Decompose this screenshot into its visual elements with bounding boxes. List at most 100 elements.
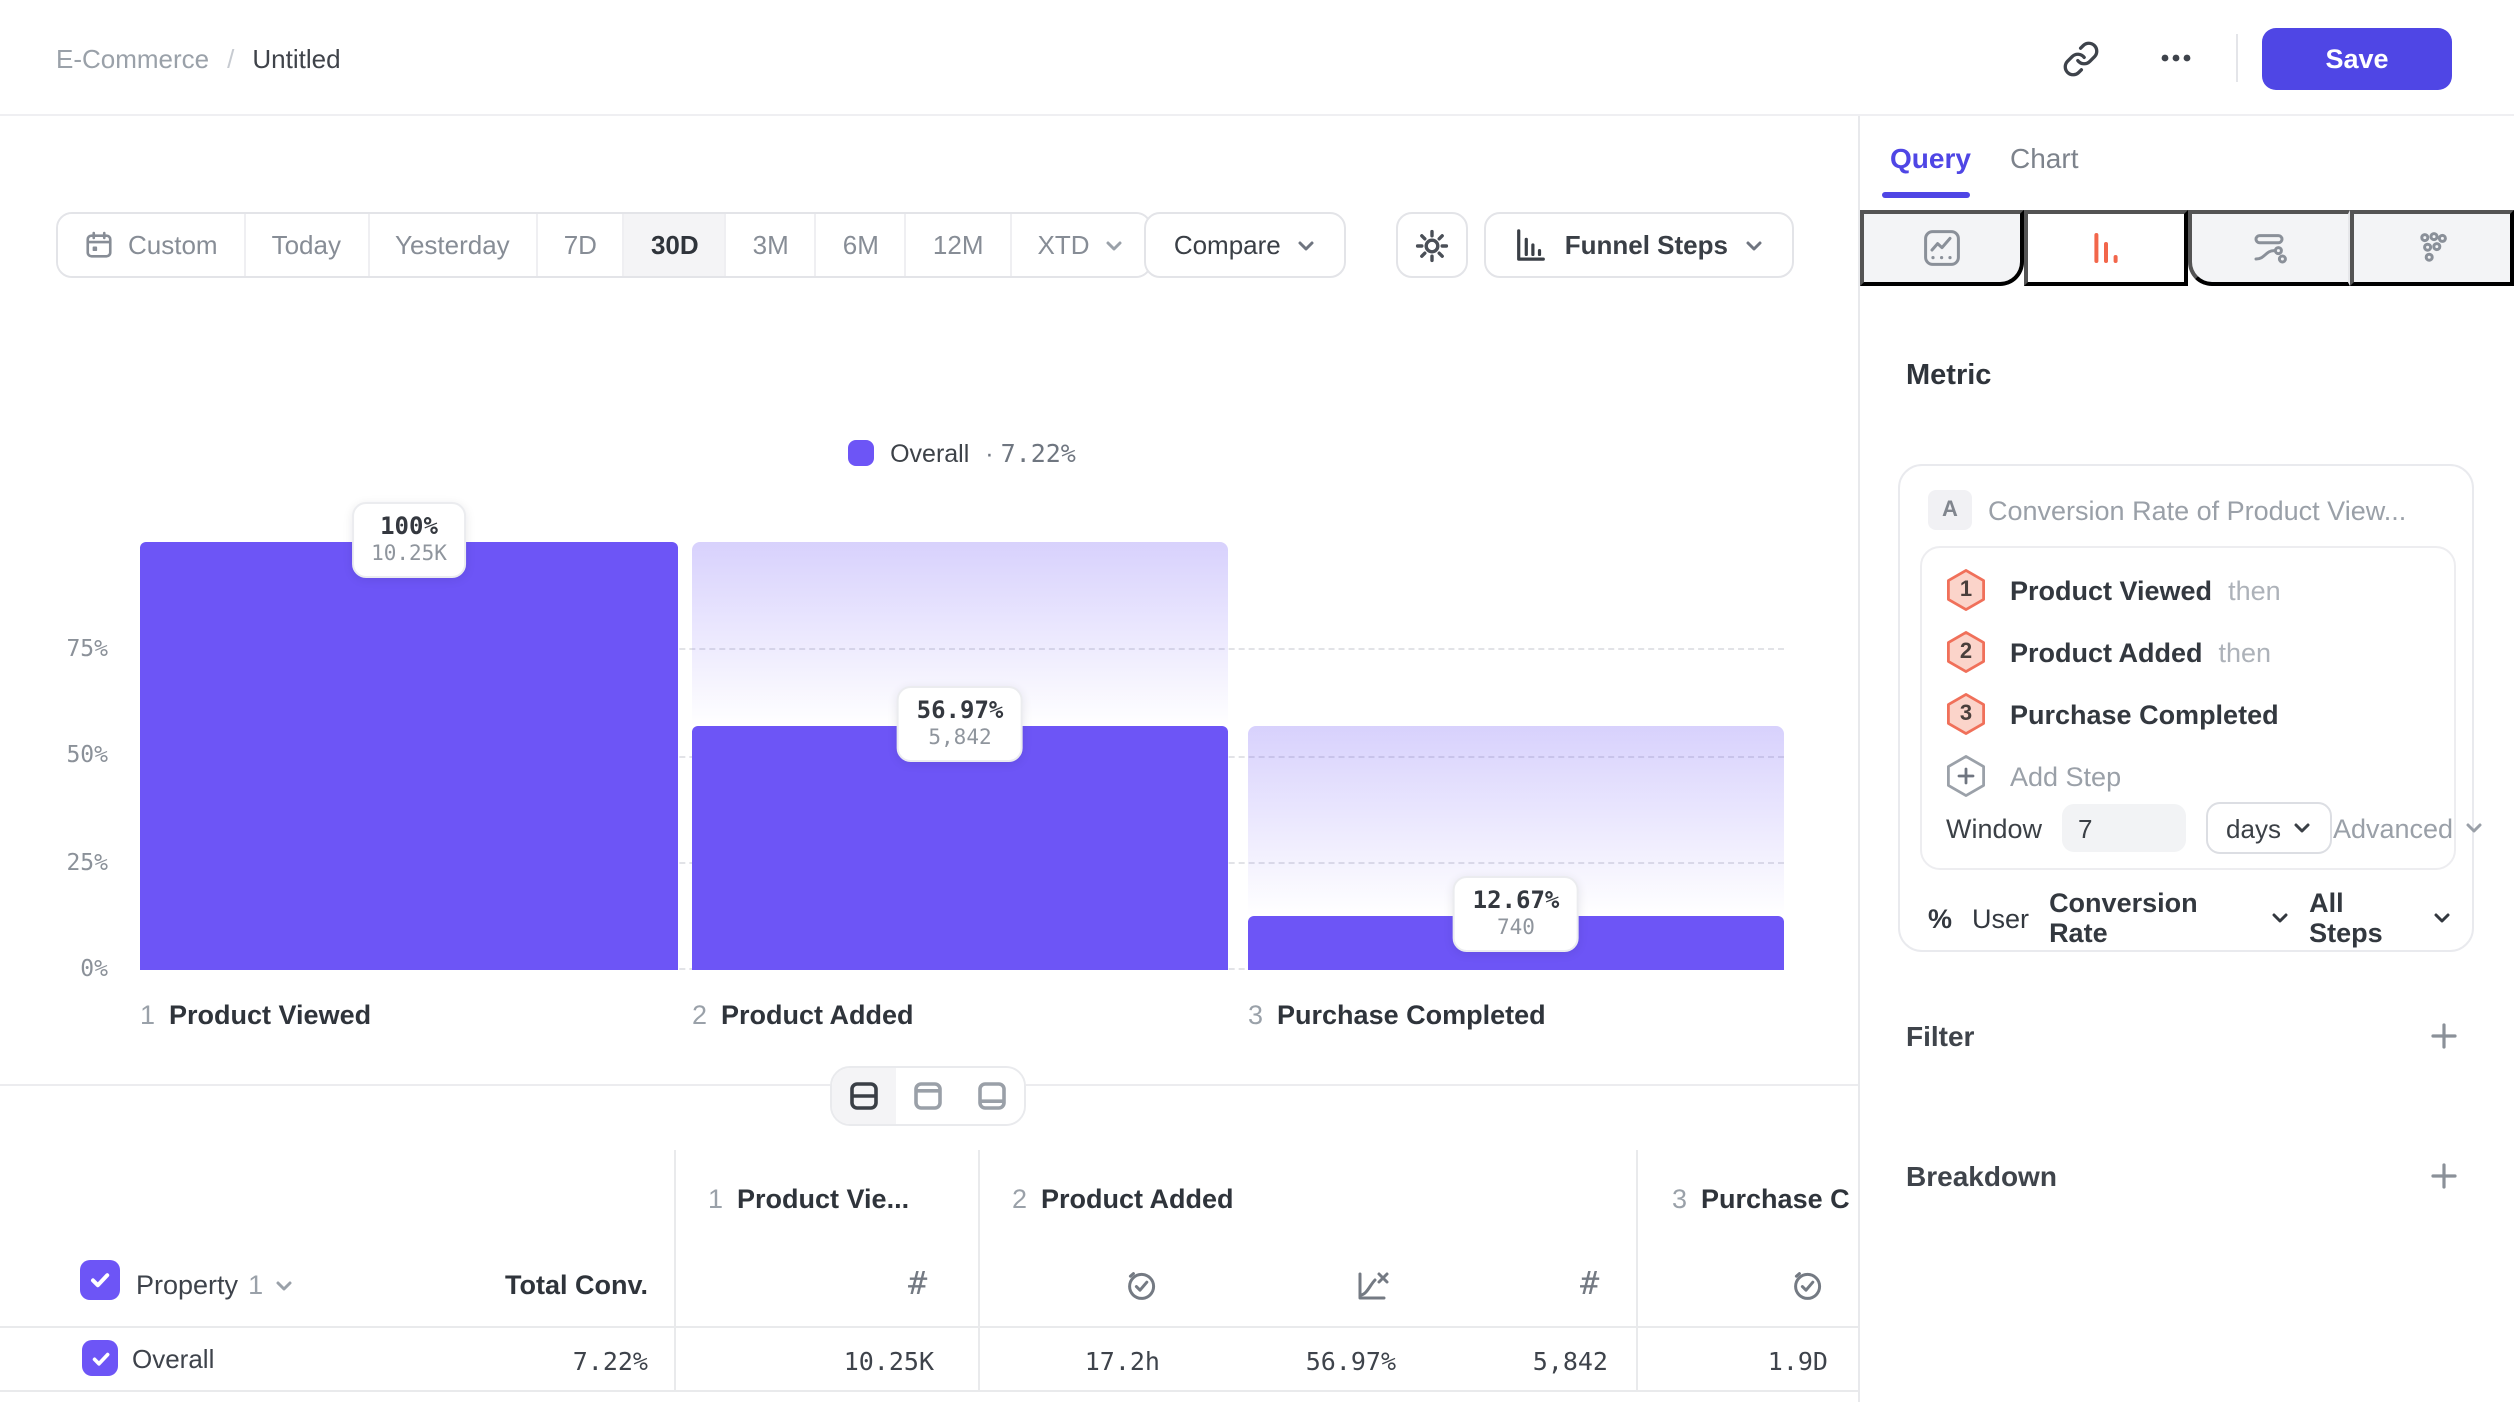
chart-toolbar: Custom Today Yesterday 7D 30D 3M 6M 12M XTD Comp… [0, 212, 1858, 278]
table-view-button[interactable] [960, 1068, 1024, 1124]
measure-metric-label: Conversion Rate [2049, 888, 2198, 948]
view-type-button[interactable]: Funnel Steps [1484, 212, 1794, 278]
range-button-30d[interactable]: 30D [624, 214, 727, 276]
measure-metric-dropdown[interactable]: Conversion Rate [2049, 888, 2289, 948]
advanced-label: Advanced [2332, 813, 2454, 843]
add-breakdown-button[interactable] [2428, 1160, 2460, 1192]
scatter-chart-tab[interactable] [2350, 210, 2514, 286]
filter-label: Filter [1906, 1020, 1975, 1052]
add-step-button[interactable]: Add Step [1946, 750, 2434, 802]
add-step-icon [1946, 754, 1986, 798]
funnel-bar-product-added[interactable] [692, 726, 1228, 970]
bar-value-label: 12.67% 740 [1452, 875, 1580, 952]
table-row-border [0, 1390, 1858, 1392]
y-tick: 0% [80, 954, 108, 982]
chart-view-button[interactable] [896, 1068, 960, 1124]
bar-value-label: 56.97% 5,842 [896, 686, 1024, 763]
chart-type-strip [1860, 210, 2514, 286]
range-button-custom[interactable]: Custom [58, 214, 246, 276]
range-button-6m[interactable]: 6M [816, 214, 907, 276]
range-button-xtd[interactable]: XTD [1011, 214, 1150, 276]
chevron-down-icon [2432, 908, 2452, 928]
table-column-divider [1636, 1150, 1638, 1390]
metric-name-row[interactable]: A Conversion Rate of Product View... [1928, 490, 2448, 530]
cell-step2-count: 5,842 [1532, 1346, 1608, 1376]
step-row-2[interactable]: 2 Product Added then [1946, 626, 2434, 678]
active-tab-indicator [1882, 192, 1970, 198]
filter-section: Filter [1906, 1020, 2460, 1052]
more-actions-button[interactable] [2144, 26, 2208, 90]
gridline [140, 648, 1784, 650]
tab-query[interactable]: Query [1890, 142, 1971, 174]
x-label-step-1: 1 Product Viewed [140, 1000, 372, 1030]
table-col-header-step-1: 1 Product Vie... [708, 1184, 910, 1214]
step-badge-icon: 1 [1946, 568, 1986, 612]
share-link-button[interactable] [2048, 26, 2112, 90]
y-axis: 75% 50% 25% 0% [0, 542, 124, 982]
compare-button[interactable]: Compare [1143, 212, 1347, 278]
scatter-chart-icon [2412, 228, 2452, 268]
step-row-3[interactable]: 3 Purchase Completed [1946, 688, 2434, 740]
time-to-convert-icon [1790, 1268, 1824, 1302]
metric-name: Conversion Rate of Product View... [1988, 495, 2407, 525]
query-panel: Query Chart [1858, 116, 2514, 1402]
top-bar: E-Commerce / Untitled Save [0, 0, 2514, 116]
property-label: Property [136, 1270, 239, 1300]
breadcrumb-parent[interactable]: E-Commerce [56, 43, 210, 73]
report-title[interactable]: Untitled [252, 43, 341, 73]
y-tick: 50% [66, 740, 108, 768]
funnel-bar-slot: 56.97% 5,842 [692, 542, 1228, 970]
metric-card: A Conversion Rate of Product View... 1 P… [1898, 464, 2481, 952]
breakdown-label: Breakdown [1906, 1160, 2057, 1192]
save-button[interactable]: Save [2262, 27, 2452, 89]
tab-chart[interactable]: Chart [2010, 142, 2079, 174]
advanced-toggle[interactable]: Advanced [2333, 813, 2483, 843]
add-filter-button[interactable] [2428, 1020, 2460, 1052]
table-col-header-step-3: 3 Purchase C [1672, 1184, 1850, 1214]
conversion-rate-icon [1354, 1268, 1392, 1304]
range-button-yesterday[interactable]: Yesterday [369, 214, 538, 276]
top-bar-actions: Save [2048, 0, 2452, 116]
measure-scope-label: All Steps [2309, 888, 2383, 948]
chevron-down-icon [273, 1275, 293, 1295]
range-button-today[interactable]: Today [245, 214, 369, 276]
select-all-checkbox[interactable] [80, 1260, 120, 1300]
chart-settings-button[interactable] [1396, 212, 1469, 278]
cell-step2-time: 17.2h [1084, 1346, 1160, 1376]
step-badge-icon: 3 [1946, 692, 1986, 736]
step-badge-icon: 2 [1946, 630, 1986, 674]
measure-scope-dropdown[interactable]: All Steps [2309, 888, 2452, 948]
header-divider [2236, 34, 2238, 82]
chart-legend[interactable]: Overall · 7.22% [140, 438, 1784, 468]
funnel-bar-product-viewed[interactable] [140, 542, 678, 970]
time-to-convert-icon [1124, 1268, 1158, 1302]
row-name: Overall [132, 1344, 215, 1374]
property-dropdown[interactable]: Property 1 [136, 1270, 293, 1300]
property-index: 1 [248, 1270, 264, 1300]
layout-switch [830, 1066, 1026, 1126]
range-button-7d[interactable]: 7D [537, 214, 625, 276]
chevron-down-icon [2463, 818, 2483, 838]
line-chart-tab[interactable] [1860, 210, 2024, 286]
range-button-12m[interactable]: 12M [906, 214, 1012, 276]
plus-icon [2428, 1020, 2460, 1052]
step-row-1[interactable]: 1 Product Viewed then [1946, 564, 2434, 616]
gear-icon [1415, 227, 1451, 263]
compare-label: Compare [1173, 230, 1281, 260]
funnel-chart: 100% 10.25K 56.97% 5,842 12.67% 740 [140, 502, 1784, 970]
range-button-3m[interactable]: 3M [726, 214, 817, 276]
main-content: Custom Today Yesterday 7D 30D 3M 6M 12M XTD Comp… [0, 116, 1858, 1402]
metric-badge: A [1928, 490, 1972, 530]
window-value-input[interactable] [2062, 804, 2187, 852]
split-view-button[interactable] [832, 1068, 896, 1124]
funnel-steps-card: 1 Product Viewed then 2 Product Added th… [1920, 546, 2481, 870]
window-unit-dropdown[interactable]: days [2206, 802, 2333, 854]
funnel-chart-tab[interactable] [2024, 210, 2188, 286]
x-label-step-3: 3 Purchase Completed [1248, 1000, 1546, 1030]
row-checkbox[interactable] [82, 1340, 118, 1376]
window-unit-label: days [2226, 813, 2281, 843]
toolbar-right: Compare Funnel Steps [1143, 212, 1794, 278]
flow-chart-tab[interactable] [2188, 210, 2350, 286]
bar-value-label: 100% 10.25K [351, 502, 467, 578]
funnel-chart-icon [2086, 228, 2126, 268]
